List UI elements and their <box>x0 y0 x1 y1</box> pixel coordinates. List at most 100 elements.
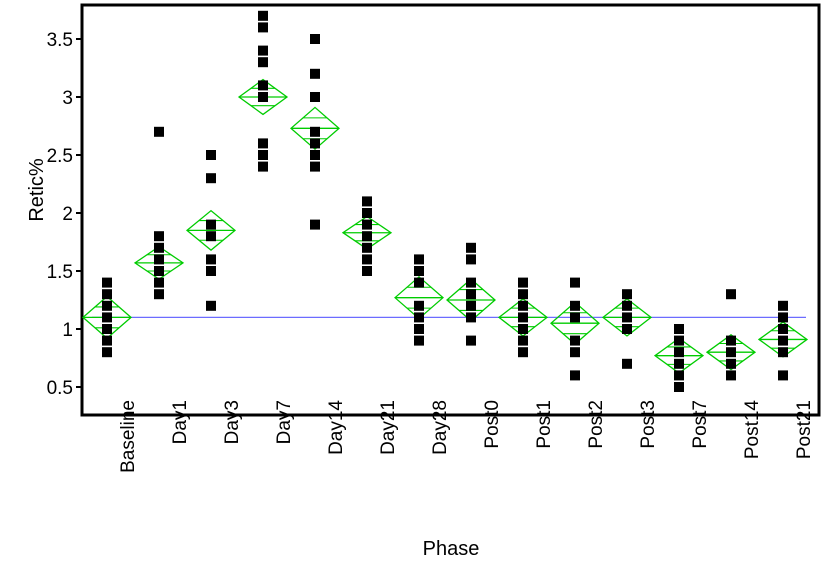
data-point <box>518 347 528 358</box>
data-point <box>674 324 684 334</box>
data-point <box>778 324 788 334</box>
data-point <box>518 300 528 311</box>
data-point <box>726 289 736 300</box>
data-point <box>206 219 216 230</box>
data-point <box>310 219 320 230</box>
data-point <box>570 370 580 381</box>
data-point <box>518 277 528 288</box>
x-tick-label: Day1 <box>170 400 191 444</box>
data-point <box>154 242 164 253</box>
data-point <box>154 289 164 300</box>
data-point <box>362 231 372 242</box>
x-tick-label: Post1 <box>534 400 555 449</box>
data-point <box>102 324 112 334</box>
data-point <box>258 45 268 56</box>
data-point <box>674 382 684 392</box>
data-point <box>258 10 268 21</box>
data-point <box>674 335 684 346</box>
data-point <box>414 277 424 288</box>
y-axis-title: Retic% <box>26 158 48 222</box>
data-point <box>466 277 476 288</box>
data-point <box>726 335 736 346</box>
y-tick-label: 2.5 <box>47 146 73 167</box>
plot-frame <box>80 3 821 417</box>
data-point <box>310 34 320 44</box>
data-point <box>414 312 424 323</box>
data-point <box>414 335 424 346</box>
data-point <box>778 312 788 323</box>
data-point <box>310 150 320 160</box>
x-tick-label: Day21 <box>378 400 399 455</box>
diamonds-layer <box>82 78 809 374</box>
data-point <box>258 161 268 172</box>
data-point <box>258 80 268 91</box>
data-point <box>102 277 112 288</box>
data-point <box>570 312 580 323</box>
data-point <box>466 289 476 300</box>
data-point <box>206 266 216 276</box>
y-tick-label: 1.5 <box>47 262 73 283</box>
x-tick-label: Day7 <box>274 400 295 444</box>
data-point <box>414 254 424 265</box>
data-point <box>362 219 372 230</box>
x-axis-labels: Baseline Day1 Day3 Day7 Day14 Day21 Day28 Post0… <box>118 400 815 473</box>
data-point <box>726 370 736 381</box>
data-point <box>518 289 528 300</box>
data-point <box>622 324 632 334</box>
points-layer <box>102 10 788 392</box>
data-point <box>206 300 216 311</box>
data-point <box>570 300 580 311</box>
x-tick-label: Post2 <box>586 400 607 449</box>
x-tick-label: Day3 <box>222 400 243 444</box>
x-tick-label: Day28 <box>430 400 451 455</box>
data-point <box>726 347 736 358</box>
data-point <box>102 335 112 346</box>
data-point <box>310 161 320 172</box>
data-point <box>570 335 580 346</box>
x-tick-label: Day14 <box>326 400 347 455</box>
data-point <box>102 347 112 358</box>
data-point <box>414 300 424 311</box>
data-point <box>622 312 632 323</box>
data-point <box>102 300 112 311</box>
y-tick-label: 3.5 <box>47 30 73 51</box>
data-point <box>570 277 580 288</box>
data-point <box>518 335 528 346</box>
data-point <box>102 289 112 300</box>
data-point <box>258 92 268 102</box>
data-point <box>726 358 736 369</box>
data-point <box>518 324 528 334</box>
x-tick-label: Post21 <box>794 400 815 459</box>
x-tick-label: Post0 <box>482 400 503 449</box>
data-point <box>154 266 164 276</box>
data-point <box>206 173 216 184</box>
x-tick-label: Baseline <box>118 400 139 473</box>
x-tick-label: Post7 <box>690 400 711 449</box>
data-point <box>258 22 268 33</box>
data-point <box>674 370 684 381</box>
data-point <box>362 266 372 276</box>
y-tick-label: 0.5 <box>47 378 73 399</box>
x-tick-label: Post3 <box>638 400 659 449</box>
y-tick-label: 1 <box>62 320 73 341</box>
data-point <box>674 347 684 358</box>
data-point <box>778 347 788 358</box>
data-point <box>362 254 372 265</box>
data-point <box>414 324 424 334</box>
y-tick-label: 2 <box>62 204 73 225</box>
data-point <box>206 254 216 265</box>
data-point <box>466 254 476 265</box>
data-point <box>466 312 476 323</box>
x-axis-title: Phase <box>423 538 480 560</box>
data-point <box>310 138 320 149</box>
data-point <box>258 57 268 68</box>
data-point <box>310 68 320 79</box>
data-point <box>362 208 372 218</box>
data-point <box>362 196 372 207</box>
y-tick-label: 3 <box>62 88 73 109</box>
data-point <box>622 289 632 300</box>
data-point <box>206 150 216 160</box>
data-point <box>466 335 476 346</box>
data-point <box>466 242 476 253</box>
